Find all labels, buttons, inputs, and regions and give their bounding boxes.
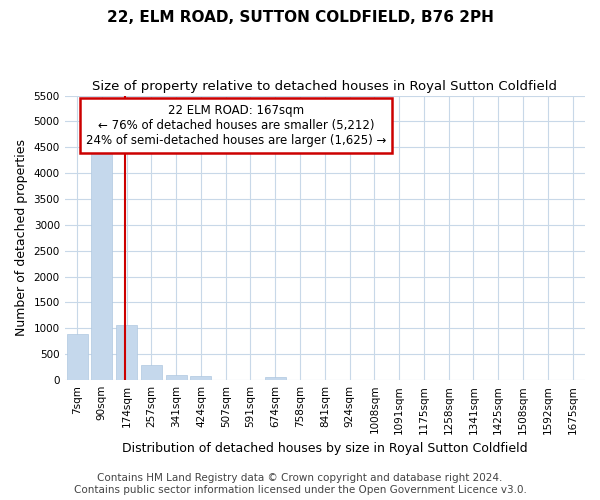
Bar [166,375,187,380]
Bar [116,325,137,380]
Bar [91,144,112,380]
Bar [190,376,211,380]
Y-axis label: Number of detached properties: Number of detached properties [15,140,28,336]
Bar [141,364,162,380]
Text: 22, ELM ROAD, SUTTON COLDFIELD, B76 2PH: 22, ELM ROAD, SUTTON COLDFIELD, B76 2PH [107,10,493,25]
Text: Contains HM Land Registry data © Crown copyright and database right 2024.
Contai: Contains HM Land Registry data © Crown c… [74,474,526,495]
Text: 22 ELM ROAD: 167sqm
← 76% of detached houses are smaller (5,212)
24% of semi-det: 22 ELM ROAD: 167sqm ← 76% of detached ho… [86,104,386,147]
Title: Size of property relative to detached houses in Royal Sutton Coldfield: Size of property relative to detached ho… [92,80,557,93]
Bar [265,378,286,380]
X-axis label: Distribution of detached houses by size in Royal Sutton Coldfield: Distribution of detached houses by size … [122,442,527,455]
Bar [67,334,88,380]
